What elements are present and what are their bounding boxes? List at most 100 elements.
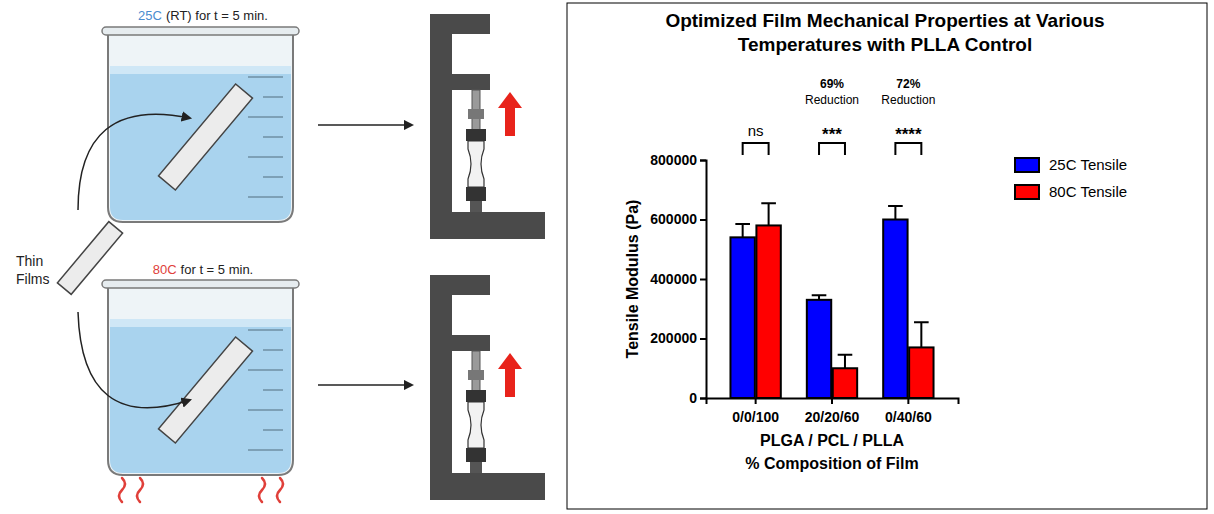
x-tick-label: 0/0/100 [732,409,779,425]
heat-wave [137,478,143,502]
reduction-text: Reduction [881,93,935,107]
tester-base [430,473,545,500]
tester-lower-grip [466,187,486,201]
graduation [248,156,283,158]
bar [807,300,831,398]
chart-title: Optimized Film Mechanical Properties at … [665,10,1104,55]
x-tick: 0/0/100 [732,398,779,425]
significance-label: ns [748,122,764,139]
significance-label: *** [822,125,842,144]
y-tick: 400000 [650,271,706,287]
y-tick-mark [700,279,706,281]
error-bar [812,295,827,299]
beaker-glass [108,32,293,222]
legend: 25C Tensile80C Tensile [1015,156,1127,200]
error-bar [838,355,853,368]
film-label-line: Thin [16,253,43,269]
temperature: 80C [153,262,177,277]
error-bar [735,224,750,237]
y-tick-label: 600000 [650,211,697,227]
x-axis: 0/0/100 20/20/60 0/40/60 [707,398,959,425]
tester-load-cell [468,109,484,119]
film-label: ThinFilms [16,253,49,287]
y-tick-label: 0 [689,390,697,406]
beaker-glass [108,285,293,475]
x-tick: 20/20/60 [805,398,860,425]
tester-top-arm [430,14,490,34]
x-tick: 0/40/60 [885,398,932,425]
thin-film [57,222,122,295]
chart-title-line: Optimized Film Mechanical Properties at … [665,10,1104,31]
graduation [263,96,283,98]
plot-area [730,203,933,398]
y-tick-label: 200000 [650,330,697,346]
annotations: ns***69%Reduction****72%Reduction [743,77,936,155]
y-tick: 0 [689,390,706,406]
beaker-rim [102,27,299,35]
tester-crosshead [452,74,490,90]
graduation [263,136,283,138]
tester-column [430,14,452,239]
condition-label: 25C(RT) for t = 5 min. [138,8,268,23]
x-tick-label: 20/20/60 [805,409,860,425]
y-axis-line [700,161,707,399]
beaker-water [110,323,291,473]
method-diagram: 25C(RT) for t = 5 min. 80C for t = 5 min. T… [16,8,545,502]
bar [909,347,933,398]
heat-wave [119,478,125,502]
y-axis: 0200000400000600000800000 [650,152,706,406]
reduction-value: 69% [820,77,844,91]
specimen [468,402,484,448]
x-tick-mark [755,398,757,404]
reduction-text: Reduction [805,93,859,107]
heat-wave [277,478,283,502]
significance-label: **** [895,125,922,144]
tester-top-arm [430,275,490,295]
y-tick-mark [700,338,706,340]
x-tick-label: 0/40/60 [885,409,932,425]
tester-column [430,275,452,500]
beaker [102,27,299,222]
specimen [468,141,484,187]
graduation [248,409,283,411]
tester-upper-grip [466,390,486,402]
arrow [318,124,412,126]
graduation [248,369,283,371]
y-tick-mark [700,219,706,221]
legend-label: 25C Tensile [1049,156,1127,173]
arrow [78,114,190,210]
x-tick-mark [907,398,909,404]
tester-lower-mount [470,201,482,212]
x-axis-line [707,399,959,405]
y-tick: 600000 [650,211,706,227]
condition-detail: (RT) for t = 5 min. [166,8,268,23]
arrow [318,384,412,386]
water-surface [110,66,291,74]
y-tick: 200000 [650,330,706,346]
tester-load-cell [468,370,484,380]
tester-lower-grip [466,448,486,462]
pull-arrow [498,353,522,397]
heat-wave [259,478,265,502]
beaker [102,280,299,475]
legend-swatch [1015,185,1039,199]
y-axis-title: Tensile Modulus (Pa) [624,200,641,359]
significance-bracket [895,143,921,155]
condition-label: 80C for t = 5 min. [153,262,253,277]
y-tick-mark [700,160,706,162]
x-axis-subtitle: % Composition of Film [745,455,918,472]
condition-detail: for t = 5 min. [181,262,254,277]
water-surface [110,319,291,327]
graduation [263,429,283,431]
graduation [263,389,283,391]
pull-arrow [498,92,522,136]
graduation [248,449,283,451]
chart-frame [567,3,1207,509]
film-in-beaker [159,337,253,443]
bar [883,220,907,399]
beaker-rim [102,280,299,288]
figure: 25C(RT) for t = 5 min. 80C for t = 5 min. T… [0,0,1214,514]
tensile-tester [430,275,545,500]
error-bar [914,322,929,347]
x-axis-title: PLGA / PCL / PLLA [760,432,904,449]
